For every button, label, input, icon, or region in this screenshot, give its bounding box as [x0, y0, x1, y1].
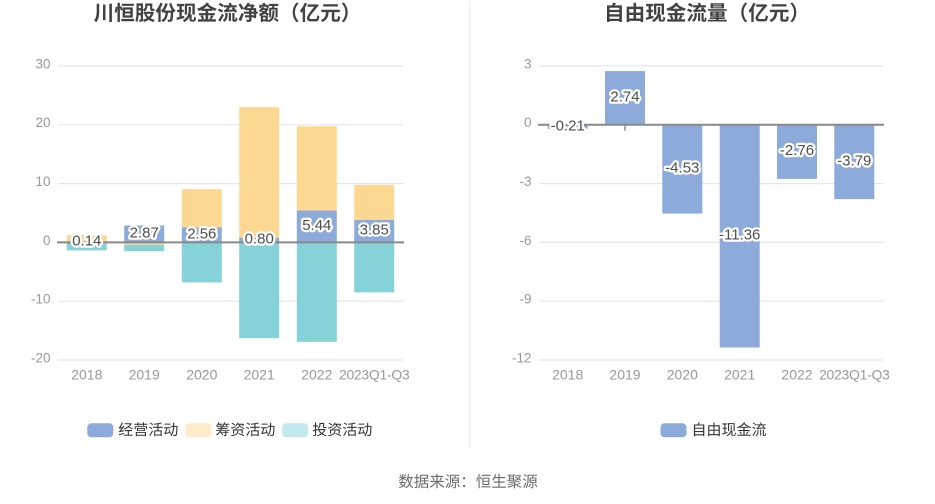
svg-text:2020: 2020 [667, 367, 698, 383]
svg-text:2.74: 2.74 [610, 88, 639, 105]
svg-text:-0.21: -0.21 [551, 117, 585, 134]
svg-text:-12: -12 [512, 350, 532, 365]
svg-text:2018: 2018 [552, 367, 583, 383]
svg-text:0.14: 0.14 [72, 232, 101, 249]
svg-text:2021: 2021 [244, 367, 275, 383]
svg-text:2020: 2020 [186, 367, 217, 383]
svg-text:30: 30 [35, 56, 50, 71]
svg-text:2022: 2022 [781, 367, 812, 383]
svg-text:-2.76: -2.76 [780, 142, 814, 159]
svg-text:-3.79: -3.79 [837, 152, 871, 169]
svg-text:3.85: 3.85 [360, 222, 389, 239]
svg-text:2023Q1-Q3: 2023Q1-Q3 [819, 367, 890, 383]
svg-text:3: 3 [524, 56, 532, 71]
svg-text:-20: -20 [31, 350, 51, 365]
svg-text:-3: -3 [519, 174, 531, 189]
svg-text:2021: 2021 [724, 367, 755, 383]
svg-text:0: 0 [524, 115, 532, 130]
svg-text:2018: 2018 [71, 367, 102, 383]
svg-text:2.56: 2.56 [187, 225, 216, 242]
svg-text:-9: -9 [519, 292, 531, 307]
svg-text:-4.53: -4.53 [665, 160, 699, 177]
svg-text:2023Q1-Q3: 2023Q1-Q3 [339, 367, 410, 383]
svg-text:10: 10 [35, 174, 50, 189]
svg-text:2022: 2022 [301, 367, 332, 383]
svg-text:20: 20 [35, 115, 50, 130]
svg-text:-10: -10 [31, 292, 51, 307]
svg-text:2019: 2019 [609, 367, 640, 383]
svg-text:2019: 2019 [129, 367, 160, 383]
svg-text:5.44: 5.44 [302, 217, 331, 234]
svg-text:0: 0 [43, 233, 51, 248]
svg-text:2.87: 2.87 [130, 224, 159, 241]
svg-text:0.80: 0.80 [245, 230, 274, 247]
svg-text:-11.36: -11.36 [719, 227, 760, 244]
svg-text:-6: -6 [519, 233, 531, 248]
